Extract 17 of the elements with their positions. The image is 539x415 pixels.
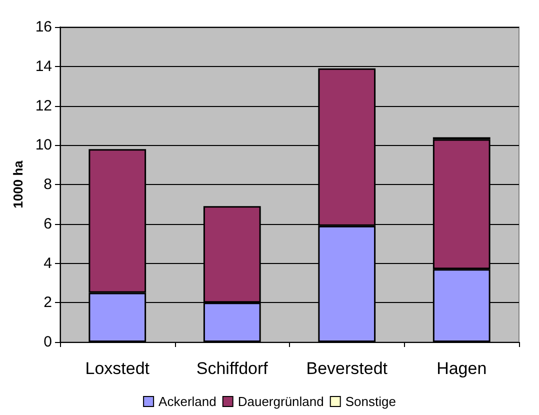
- y-tick-label: 4: [44, 254, 52, 272]
- y-tick-label: 14: [35, 58, 52, 75]
- legend-label: Ackerland: [158, 394, 216, 409]
- legend-label: Sonstige: [345, 394, 396, 409]
- y-tick-label: 6: [44, 215, 52, 232]
- legend-label: Dauergrünland: [238, 394, 324, 409]
- y-tick-label: 12: [35, 97, 52, 114]
- x-tick-label: Loxstedt: [85, 359, 150, 378]
- y-tick-label: 10: [35, 136, 52, 154]
- y-tick-label: 2: [44, 294, 52, 312]
- x-tick-label: Beverstedt: [306, 359, 388, 378]
- x-tick-label: Hagen: [436, 359, 487, 378]
- y-axis-title: 1000 ha: [10, 160, 26, 208]
- y-tick-label: 16: [35, 18, 52, 36]
- x-tick-label: Schiffdorf: [196, 359, 268, 378]
- y-tick-label: 8: [44, 176, 52, 193]
- y-tick-label: 0: [44, 334, 52, 350]
